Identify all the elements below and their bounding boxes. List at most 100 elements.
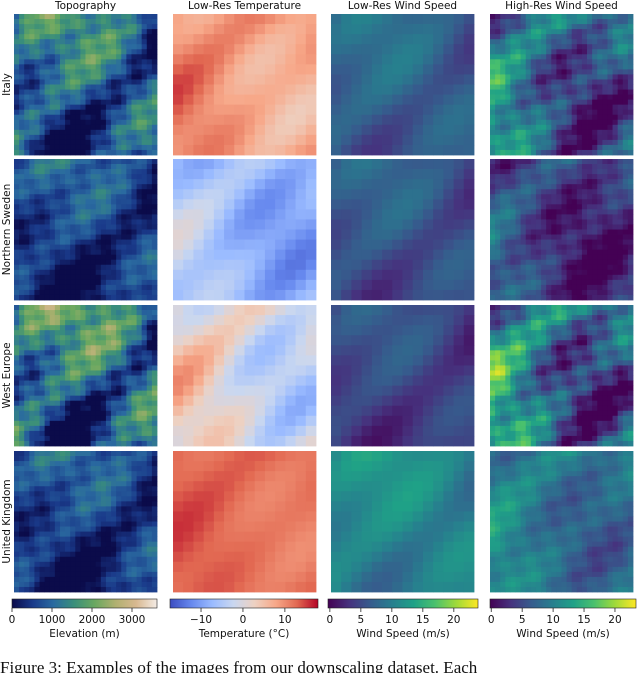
pixel — [141, 289, 148, 296]
pixel — [141, 199, 148, 205]
pixel — [627, 234, 634, 240]
pixel — [402, 239, 414, 251]
pixel — [541, 239, 547, 246]
pixel — [29, 305, 35, 311]
pixel — [24, 305, 30, 311]
pixel — [576, 19, 583, 25]
pixel — [453, 34, 465, 45]
pixel — [592, 44, 598, 50]
pixel — [80, 174, 86, 180]
pixel — [612, 204, 619, 210]
pixel — [29, 134, 35, 141]
pixel — [510, 39, 516, 45]
pixel — [627, 139, 634, 146]
pixel — [151, 174, 158, 180]
pixel — [100, 144, 107, 151]
pixel — [193, 405, 205, 417]
pixel — [95, 124, 102, 131]
pixel — [151, 214, 158, 220]
pixel — [541, 124, 547, 131]
pixel — [173, 144, 184, 156]
pixel — [146, 174, 153, 180]
pixel — [587, 254, 593, 261]
pixel — [54, 19, 61, 25]
pixel — [19, 24, 25, 30]
pixel — [254, 335, 266, 346]
pixel — [213, 134, 225, 146]
pixel — [111, 84, 117, 90]
pixel — [80, 114, 86, 121]
pixel — [90, 194, 97, 200]
pixel — [111, 254, 117, 261]
pixel — [581, 264, 588, 271]
pixel — [203, 114, 215, 126]
pixel — [70, 189, 76, 195]
pixel — [463, 199, 475, 210]
pixel — [617, 199, 624, 205]
pixel — [34, 69, 40, 75]
pixel — [234, 279, 245, 291]
pixel — [80, 335, 86, 341]
pixel — [617, 39, 624, 45]
pixel — [116, 284, 122, 291]
pixel — [412, 239, 424, 251]
pixel — [121, 104, 127, 111]
pixel — [80, 49, 86, 55]
pixel — [602, 139, 608, 146]
pixel — [151, 355, 158, 361]
pixel — [566, 244, 573, 251]
pixel — [100, 114, 107, 121]
pixel — [146, 74, 153, 80]
pixel — [90, 330, 97, 336]
pixel — [587, 149, 593, 156]
pixel — [146, 440, 153, 447]
pixel — [422, 239, 434, 251]
pixel — [412, 289, 424, 301]
pixel — [254, 199, 266, 210]
pixel — [65, 355, 71, 361]
pixel — [341, 64, 352, 75]
pixel — [566, 104, 573, 111]
pixel — [95, 39, 102, 45]
pixel — [80, 400, 86, 407]
pixel — [136, 234, 143, 240]
pixel — [111, 420, 117, 427]
pixel — [607, 234, 613, 240]
pixel — [541, 144, 547, 151]
pixel — [254, 44, 266, 55]
pixel — [587, 189, 593, 195]
pixel — [29, 320, 35, 326]
pixel — [571, 249, 578, 256]
pixel — [54, 99, 61, 106]
pixel — [546, 84, 552, 90]
pixel — [535, 99, 542, 106]
pixel — [151, 440, 158, 447]
pixel — [602, 189, 608, 195]
pixel — [80, 340, 86, 346]
pixel — [131, 405, 137, 412]
pixel — [566, 219, 573, 225]
pixel — [34, 159, 40, 165]
pixel — [331, 415, 342, 427]
pixel — [530, 259, 537, 266]
pixel — [607, 149, 613, 156]
pixel — [95, 254, 102, 261]
pixel — [173, 54, 184, 65]
pixel — [183, 34, 194, 45]
pixel — [49, 385, 56, 392]
pixel — [592, 274, 598, 281]
pixel — [34, 169, 40, 175]
pixel — [571, 219, 578, 225]
pixel — [39, 174, 46, 180]
pixel — [105, 420, 112, 427]
pixel — [305, 144, 317, 156]
pixel — [173, 199, 184, 210]
pixel — [275, 14, 286, 25]
pixel — [581, 59, 588, 65]
pixel — [546, 79, 552, 85]
pixel — [121, 315, 127, 321]
pixel — [520, 114, 527, 121]
pixel — [146, 249, 153, 256]
pixel — [275, 24, 286, 35]
pixel — [612, 189, 619, 195]
